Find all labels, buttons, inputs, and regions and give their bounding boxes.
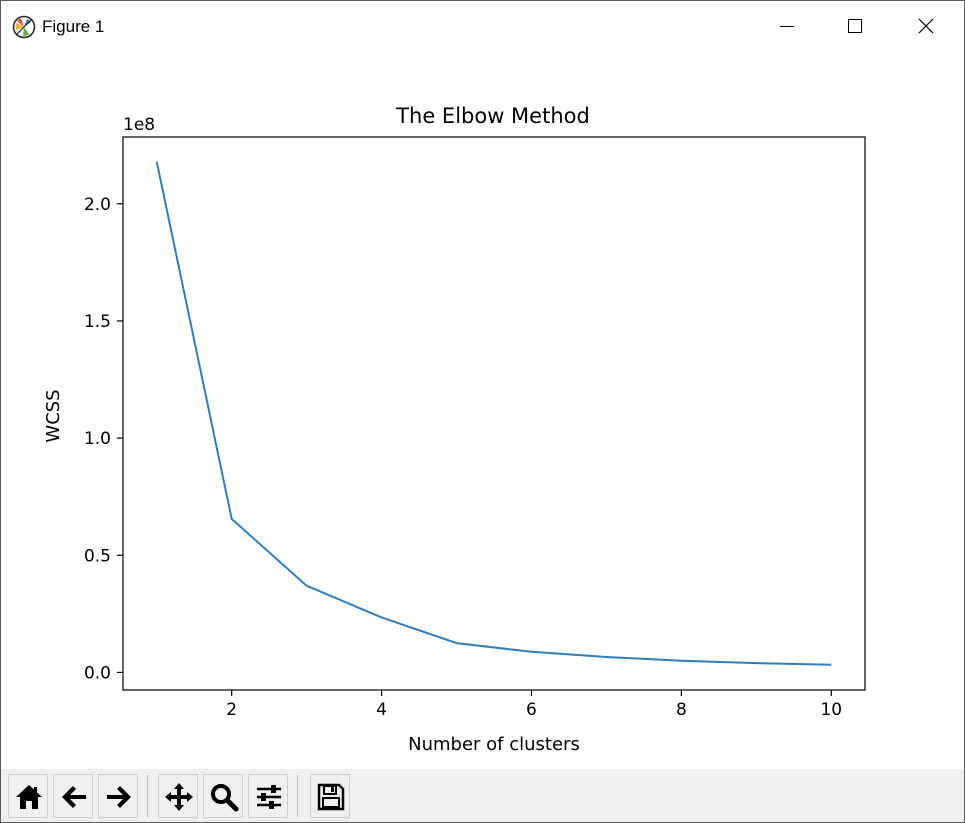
elbow-chart: The Elbow Method 1e8 2 4 6 8 10 0.0 0.5 1.0 1.5… <box>43 104 866 755</box>
maximize-icon <box>848 19 862 33</box>
x-tick-label: 6 <box>526 700 537 720</box>
maximize-button[interactable] <box>823 1 887 51</box>
back-arrow-icon <box>62 786 86 808</box>
x-tick-label: 10 <box>820 700 842 720</box>
title-bar[interactable]: Figure 1 <box>1 1 964 51</box>
toolbar-separator <box>147 775 148 817</box>
x-tick-label: 2 <box>226 700 237 720</box>
zoom-icon <box>211 784 239 812</box>
back-button[interactable] <box>53 774 93 818</box>
pan-button[interactable] <box>158 774 198 818</box>
y-offset-label: 1e8 <box>123 115 155 135</box>
zoom-button[interactable] <box>203 774 243 818</box>
wcss-series-line <box>155 161 832 666</box>
close-button[interactable] <box>894 1 958 51</box>
axes-frame <box>122 136 866 691</box>
configure-subplots-icon <box>257 785 281 809</box>
matplotlib-logo-icon <box>12 15 36 39</box>
chart-title: The Elbow Method <box>395 104 590 128</box>
minimize-button[interactable] <box>755 1 819 51</box>
y-tick-label: 2.0 <box>84 195 111 215</box>
pan-icon <box>165 783 193 811</box>
y-tick-label: 0.5 <box>84 546 111 566</box>
close-icon <box>918 18 934 34</box>
save-button[interactable] <box>310 774 350 818</box>
minimize-icon <box>780 26 794 27</box>
y-tick-label: 1.5 <box>84 312 111 332</box>
forward-button[interactable] <box>98 774 138 818</box>
x-tick-label: 8 <box>676 700 687 720</box>
toolbar-separator <box>297 775 298 817</box>
figure-canvas[interactable]: The Elbow Method 1e8 2 4 6 8 10 0.0 0.5 1.0 1.5… <box>1 51 964 769</box>
forward-arrow-icon <box>107 786 131 808</box>
navigation-toolbar <box>1 769 964 822</box>
configure-subplots-button[interactable] <box>248 774 288 818</box>
window-title: Figure 1 <box>42 17 105 36</box>
y-axis-label: WCSS <box>43 389 64 442</box>
home-button[interactable] <box>8 774 48 818</box>
x-axis-label: Number of clusters <box>408 734 580 755</box>
home-icon <box>16 785 42 809</box>
x-axis: 2 4 6 8 10 <box>226 690 842 720</box>
save-icon <box>317 783 345 811</box>
y-tick-label: 1.0 <box>84 429 111 449</box>
y-tick-label: 0.0 <box>84 663 111 683</box>
x-tick-label: 4 <box>376 700 387 720</box>
y-axis: 0.0 0.5 1.0 1.5 2.0 <box>84 195 123 683</box>
